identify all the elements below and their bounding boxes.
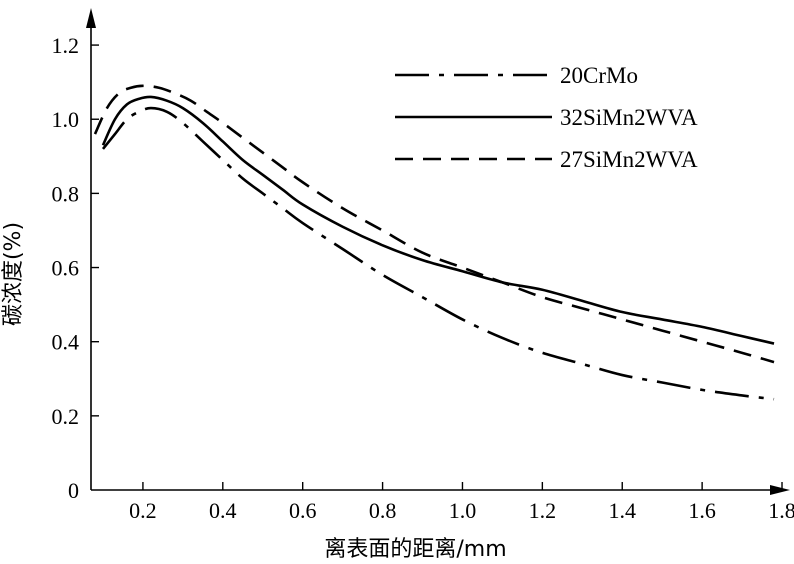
x-tick-label: 1.8 bbox=[768, 498, 794, 523]
x-tick-label: 1.2 bbox=[529, 498, 557, 523]
y-tick-label: 0.8 bbox=[52, 181, 80, 206]
y-tick-label: 0.4 bbox=[52, 330, 80, 355]
y-tick-label: 0.2 bbox=[52, 404, 80, 429]
x-axis-title: 离表面的距离/mm bbox=[324, 537, 506, 562]
axes bbox=[86, 8, 790, 495]
x-tick-label: 0.6 bbox=[289, 498, 317, 523]
legend-label: 20CrMo bbox=[560, 63, 638, 88]
y-tick-label: 0.6 bbox=[52, 256, 80, 281]
x-tick-label: 1.0 bbox=[449, 498, 477, 523]
x-tick-label: 0.2 bbox=[129, 498, 157, 523]
x-tick-label: 0.8 bbox=[369, 498, 397, 523]
x-axis-arrow bbox=[770, 485, 790, 495]
x-tick-label: 1.4 bbox=[608, 498, 636, 523]
legend-label: 27SiMn2WVA bbox=[560, 147, 698, 172]
x-tick-label: 1.6 bbox=[688, 498, 716, 523]
y-axis-title: 碳浓度(%) bbox=[1, 222, 26, 326]
legend-label: 32SiMn2WVA bbox=[560, 105, 698, 130]
x-tick-label: 0.4 bbox=[209, 498, 237, 523]
series-line-32SiMn2WVA bbox=[101, 95, 775, 345]
ticks: 0 0.2 0.4 0.6 0.8 1.0 1.2 0.2 0.4 0.6 0.8 1.0 1.2 1.4… bbox=[52, 33, 794, 523]
y-axis-arrow bbox=[86, 8, 96, 28]
y-tick-label: 1.2 bbox=[52, 33, 80, 58]
legend: 20CrMo 32SiMn2WVA 27SiMn2WVA bbox=[395, 63, 698, 172]
y-tick-label: 1.0 bbox=[52, 107, 80, 132]
series-layer bbox=[93, 84, 775, 401]
y-tick-label: 0 bbox=[68, 478, 79, 503]
series-line-20CrMo bbox=[101, 106, 775, 401]
